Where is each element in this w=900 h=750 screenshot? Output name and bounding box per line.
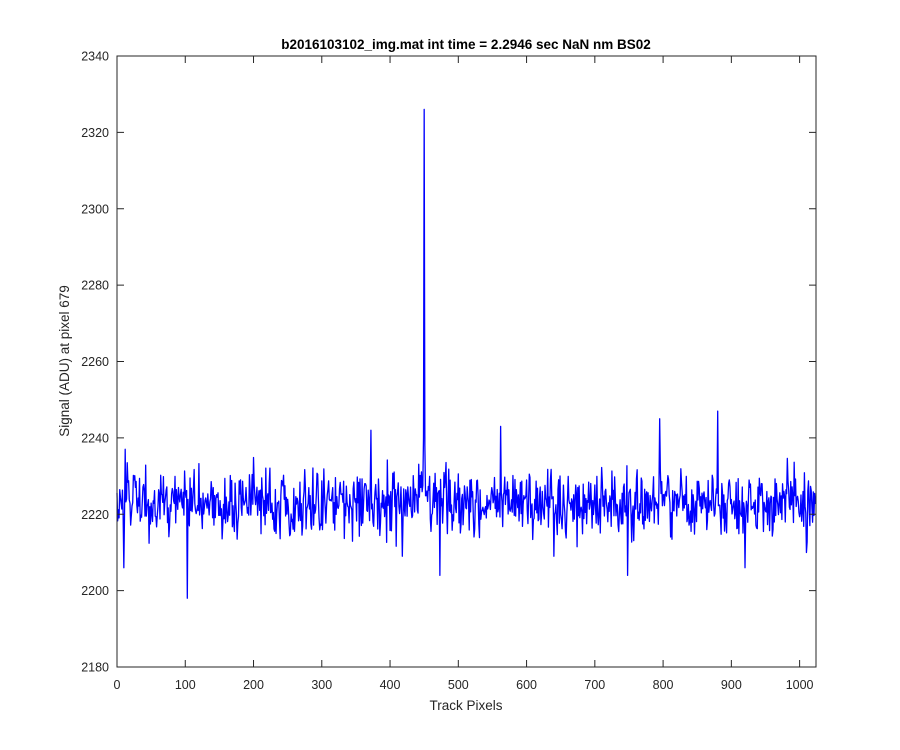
x-tick-label: 300 (311, 678, 332, 692)
signal-series-line (116, 108, 816, 599)
y-tick-label: 2200 (81, 584, 109, 598)
y-tick-label: 2320 (81, 126, 109, 140)
y-axis-label: Signal (ADU) at pixel 679 (57, 285, 72, 437)
x-tick-label: 900 (721, 678, 742, 692)
x-tick-label: 1000 (786, 678, 814, 692)
y-tick-label: 2220 (81, 508, 109, 522)
x-tick-label: 700 (584, 678, 605, 692)
x-tick-label: 0 (114, 678, 121, 692)
y-tick-label: 2260 (81, 355, 109, 369)
x-tick-label: 200 (243, 678, 264, 692)
chart-title: b2016103102_img.mat int time = 2.2946 se… (281, 37, 651, 52)
x-tick-label: 400 (380, 678, 401, 692)
x-axis-label: Track Pixels (429, 698, 502, 713)
x-tick-label: 800 (653, 678, 674, 692)
x-tick-label: 600 (516, 678, 537, 692)
y-tick-label: 2340 (81, 50, 109, 64)
y-tick-label: 2300 (81, 202, 109, 216)
y-tick-label: 2280 (81, 279, 109, 293)
plot-background (117, 56, 816, 667)
y-tick-label: 2180 (81, 661, 109, 675)
tick-layer: 0 100 200 300 400 500 600 700 800 900 1000 2180 2200… (81, 50, 816, 692)
x-tick-label: 500 (448, 678, 469, 692)
x-tick-label: 100 (175, 678, 196, 692)
series-layer (116, 108, 816, 599)
y-tick-label: 2240 (81, 431, 109, 445)
